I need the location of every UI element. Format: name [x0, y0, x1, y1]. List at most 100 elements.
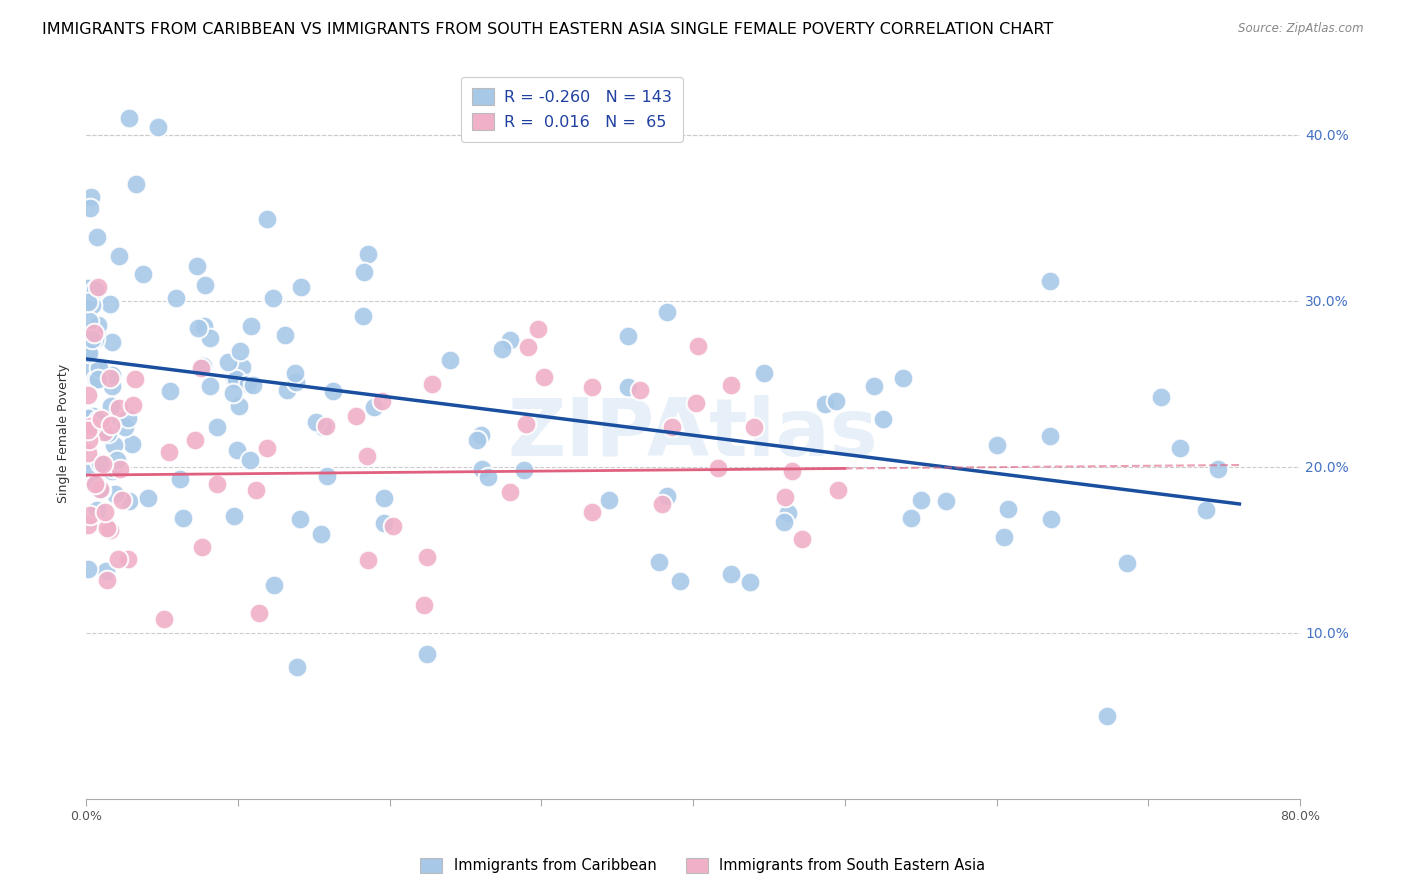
Point — [616, 329, 638, 343]
Point — [79, 508, 101, 523]
Point — [82, 323, 104, 337]
Point — [1116, 557, 1139, 571]
Point — [191, 540, 214, 554]
Point — [118, 112, 141, 126]
Point — [90, 421, 112, 435]
Point — [263, 577, 285, 591]
Point — [77, 422, 100, 436]
Point — [373, 491, 395, 506]
Point — [87, 413, 110, 427]
Point — [371, 393, 394, 408]
Point — [231, 360, 253, 375]
Point — [517, 340, 540, 354]
Point — [776, 506, 799, 520]
Point — [598, 493, 620, 508]
Point — [256, 212, 278, 227]
Point — [1168, 441, 1191, 455]
Point — [89, 361, 111, 376]
Point — [655, 305, 678, 319]
Point — [124, 372, 146, 386]
Point — [184, 433, 207, 447]
Point — [229, 344, 252, 359]
Point — [416, 647, 439, 661]
Point — [159, 384, 181, 399]
Point — [685, 395, 707, 409]
Point — [101, 368, 124, 382]
Point — [87, 372, 110, 386]
Point — [290, 280, 312, 294]
Point — [91, 414, 114, 428]
Point — [863, 379, 886, 393]
Point — [477, 469, 499, 483]
Point — [688, 339, 710, 353]
Point — [108, 462, 131, 476]
Point — [740, 575, 762, 590]
Point — [305, 415, 328, 429]
Point — [80, 418, 103, 433]
Point — [87, 280, 110, 294]
Point — [357, 553, 380, 567]
Text: IMMIGRANTS FROM CARIBBEAN VS IMMIGRANTS FROM SOUTH EASTERN ASIA SINGLE FEMALE PO: IMMIGRANTS FROM CARIBBEAN VS IMMIGRANTS … — [42, 22, 1053, 37]
Point — [773, 516, 796, 530]
Point — [651, 497, 673, 511]
Point — [132, 268, 155, 282]
Point — [105, 453, 128, 467]
Point — [77, 314, 100, 328]
Point — [986, 438, 1008, 452]
Legend: Immigrants from Caribbean, Immigrants from South Eastern Asia: Immigrants from Caribbean, Immigrants fr… — [413, 850, 993, 880]
Point — [121, 398, 143, 412]
Point — [222, 372, 245, 386]
Point — [315, 419, 337, 434]
Point — [100, 371, 122, 385]
Point — [581, 379, 603, 393]
Point — [276, 384, 298, 398]
Point — [94, 564, 117, 578]
Point — [79, 201, 101, 215]
Point — [357, 246, 380, 260]
Point — [76, 446, 98, 460]
Point — [205, 419, 228, 434]
Point — [471, 462, 494, 476]
Point — [198, 330, 221, 344]
Text: ZIPAtlas: ZIPAtlas — [508, 394, 879, 473]
Point — [118, 494, 141, 508]
Point — [121, 436, 143, 450]
Point — [76, 411, 98, 425]
Point — [285, 659, 308, 673]
Point — [107, 401, 129, 415]
Point — [169, 472, 191, 486]
Point — [77, 345, 100, 359]
Point — [111, 492, 134, 507]
Point — [515, 417, 537, 431]
Point — [114, 419, 136, 434]
Point — [194, 278, 217, 293]
Point — [900, 510, 922, 524]
Point — [76, 361, 98, 376]
Point — [117, 552, 139, 566]
Point — [669, 574, 692, 589]
Point — [76, 294, 98, 309]
Point — [742, 420, 765, 434]
Point — [993, 530, 1015, 544]
Point — [249, 606, 271, 620]
Point — [98, 296, 121, 310]
Point — [239, 453, 262, 467]
Point — [77, 433, 100, 447]
Point — [491, 342, 513, 356]
Point — [217, 355, 239, 369]
Point — [89, 456, 111, 470]
Point — [382, 518, 405, 533]
Point — [80, 332, 103, 346]
Point — [352, 310, 374, 324]
Point — [83, 332, 105, 346]
Point — [1149, 390, 1171, 404]
Point — [207, 476, 229, 491]
Point — [86, 230, 108, 244]
Point — [190, 360, 212, 375]
Point — [86, 503, 108, 517]
Point — [186, 259, 208, 273]
Point — [315, 468, 337, 483]
Point — [363, 400, 385, 414]
Point — [93, 425, 115, 440]
Point — [935, 493, 957, 508]
